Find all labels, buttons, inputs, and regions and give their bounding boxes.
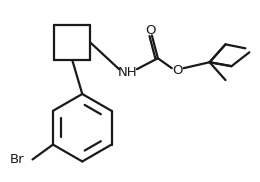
Text: NH: NH	[118, 66, 138, 79]
Text: Br: Br	[10, 153, 24, 166]
Text: O: O	[172, 64, 183, 77]
Text: O: O	[146, 24, 156, 37]
